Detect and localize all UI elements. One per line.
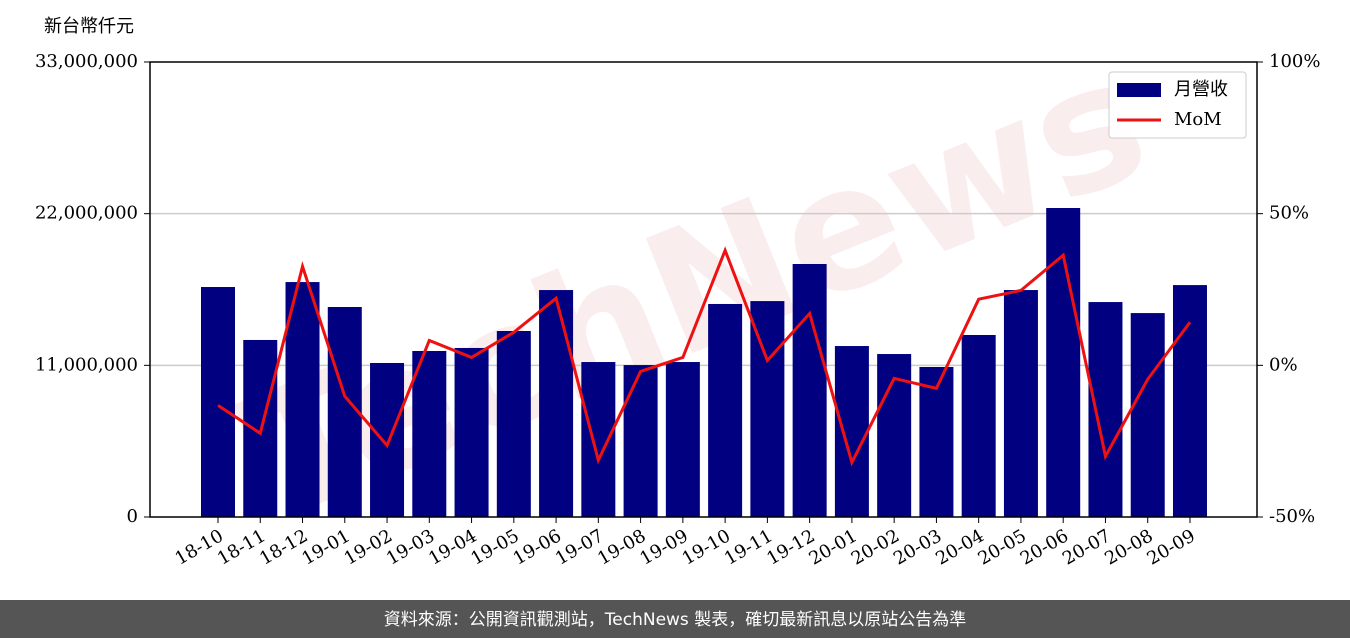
footer: 資料來源：公開資訊觀測站，TechNews 製表，確切最新訊息以原站公告為準 [384, 610, 966, 630]
legend-label: MoM [1174, 109, 1222, 130]
bar [750, 301, 785, 517]
footer-bar [0, 600, 1350, 638]
bar [327, 307, 362, 517]
bar [919, 366, 954, 517]
bar [708, 303, 743, 517]
bar [496, 331, 531, 517]
x-tick-label: 20-09 [1144, 525, 1199, 569]
bar [370, 362, 405, 517]
bar [1172, 285, 1207, 517]
y-tick-label: 11,000,000 [35, 354, 138, 375]
bar [665, 362, 700, 517]
y-tick-label: 33,000,000 [35, 51, 138, 72]
bar [201, 287, 235, 517]
bar [792, 263, 827, 517]
y-axis-label: 新台幣仟元 [44, 16, 134, 37]
y-tick-label: 0 [127, 506, 138, 527]
y2-tick-label: 50% [1269, 203, 1309, 224]
bar [1088, 302, 1123, 517]
y2-tick-label: 0% [1269, 354, 1298, 375]
legend-swatch [1117, 83, 1161, 97]
bar [1003, 290, 1038, 517]
bar [581, 362, 616, 517]
bar [623, 365, 658, 517]
bar [454, 347, 489, 517]
bar [834, 346, 869, 517]
y2-tick-label: -50% [1269, 506, 1315, 527]
bar [412, 350, 447, 517]
plot-frame [149, 61, 1258, 518]
bar [539, 290, 574, 517]
y-tick-label: 22,000,000 [35, 203, 138, 224]
bar [1130, 313, 1165, 517]
legend-label: 月營收 [1174, 79, 1228, 100]
y2-tick-label: 100% [1269, 51, 1320, 72]
bar [961, 335, 996, 517]
line [217, 246, 1192, 467]
bar [285, 282, 320, 517]
